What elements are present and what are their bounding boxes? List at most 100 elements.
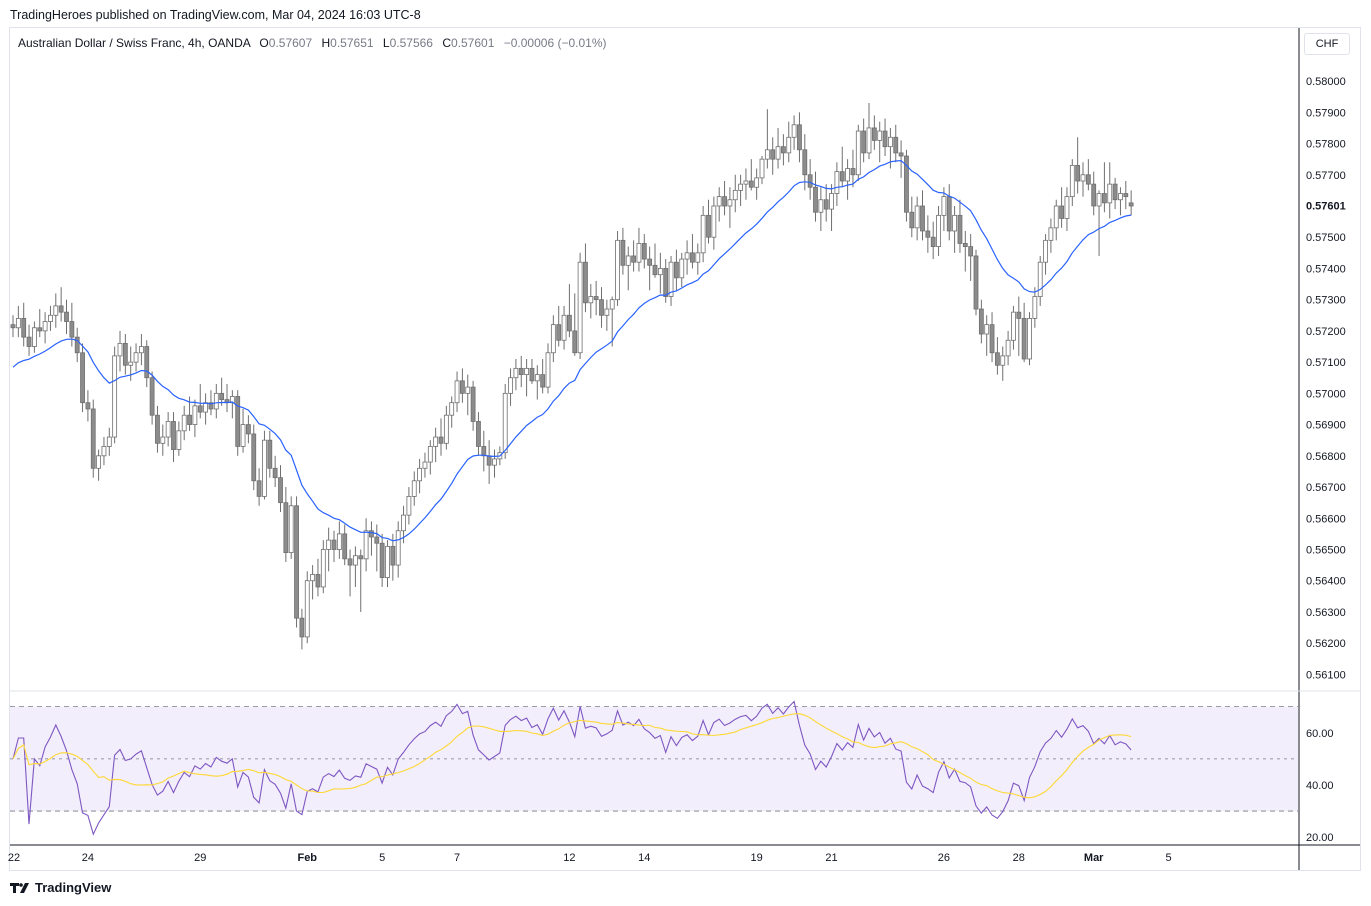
candle-down — [989, 324, 995, 354]
candle-down — [187, 414, 192, 425]
candle-down — [909, 211, 915, 229]
candle-up — [192, 405, 198, 425]
candle-up — [240, 424, 246, 447]
candle-up — [1069, 164, 1075, 198]
candle-up — [128, 361, 134, 366]
candle-up — [604, 308, 610, 316]
candle-up — [181, 414, 187, 432]
candle-down — [871, 127, 877, 141]
candle-down — [171, 421, 176, 450]
candle-up — [914, 205, 920, 229]
price-tick-label: 0.58000 — [1306, 76, 1346, 88]
candle-up — [866, 127, 872, 154]
candle-down — [256, 480, 262, 497]
candle-down — [1128, 202, 1134, 207]
candle-up — [684, 252, 690, 260]
candle-up — [786, 136, 792, 154]
candle-down — [197, 405, 203, 413]
candle-down — [797, 124, 802, 151]
candle-up — [1048, 227, 1054, 241]
candle-down — [470, 386, 476, 422]
candle-up — [700, 214, 706, 254]
candle-down — [122, 342, 128, 366]
time-tick-label: 24 — [82, 852, 94, 864]
candle-down — [235, 396, 241, 447]
candle-up — [502, 392, 508, 454]
candle-up — [524, 367, 529, 376]
candle-down — [283, 502, 289, 554]
candle-up — [855, 130, 861, 176]
candle-up — [1032, 296, 1038, 319]
candle-up — [304, 580, 310, 638]
currency-button[interactable]: CHF — [1304, 33, 1350, 55]
candle-up — [941, 196, 947, 216]
candle-up — [326, 539, 332, 550]
candle-up — [1118, 193, 1123, 201]
candle-down — [518, 367, 524, 376]
candle-up — [534, 374, 540, 382]
candle-up — [615, 239, 620, 301]
candle-up — [176, 430, 182, 450]
publisher-line: TradingHeroes published on TradingView.c… — [10, 8, 421, 22]
candle-up — [165, 421, 171, 438]
candle-down — [674, 261, 679, 279]
tradingview-brand[interactable]: TradingView — [10, 880, 111, 895]
candle-up — [561, 314, 567, 341]
candle-up — [1011, 311, 1016, 341]
candle-down — [946, 196, 952, 232]
candle-down — [272, 467, 278, 479]
candle-up — [1080, 174, 1086, 182]
candle-up — [117, 342, 123, 357]
candle-up — [679, 258, 685, 279]
price-tick-label: 0.57900 — [1306, 107, 1346, 119]
price-tick-label: 0.56700 — [1306, 482, 1346, 494]
candle-down — [476, 421, 481, 447]
candle-up — [759, 158, 765, 179]
candle-down — [962, 243, 968, 247]
candle-down — [599, 299, 604, 316]
candle-up — [743, 180, 749, 185]
candle-up — [106, 436, 112, 447]
time-tick-label: 7 — [454, 852, 460, 864]
candle-up — [32, 327, 37, 347]
low-value: 0.57566 — [389, 36, 433, 50]
time-tick-label: 29 — [194, 852, 206, 864]
candle-up — [427, 446, 433, 463]
candle-up — [513, 367, 519, 379]
rsi-ma-line — [12, 713, 1132, 799]
time-tick-label: 14 — [638, 852, 650, 864]
symbol-title[interactable]: Australian Dollar / Swiss Franc, 4h, OAN… — [18, 36, 251, 50]
candle-down — [802, 149, 808, 176]
candle-down — [85, 402, 91, 410]
candle-down — [920, 205, 925, 232]
candle-up — [352, 555, 358, 566]
candle-up — [936, 214, 941, 247]
candle-up — [888, 136, 893, 148]
candle-down — [567, 314, 572, 332]
candle-down — [647, 258, 653, 266]
candle-up — [727, 199, 733, 207]
candle-up — [133, 352, 139, 363]
candle-up — [310, 574, 316, 582]
candle-up — [636, 243, 642, 263]
candle-up — [213, 392, 219, 410]
candle-up — [1037, 261, 1043, 297]
candle-down — [904, 155, 909, 213]
candle-down — [1123, 193, 1129, 198]
price-tick-label: 0.57800 — [1306, 139, 1346, 151]
candle-down — [882, 130, 888, 148]
candle-down — [299, 617, 305, 638]
candle-down — [379, 542, 385, 578]
candle-up — [834, 171, 840, 194]
candle-down — [369, 530, 374, 538]
candle-down — [390, 545, 396, 566]
candle-up — [422, 461, 428, 469]
moving-average-line — [12, 159, 1132, 542]
candle-up — [764, 149, 770, 160]
candle-up — [1053, 205, 1059, 229]
time-tick-label: Feb — [297, 852, 317, 864]
candle-down — [278, 477, 283, 504]
candle-up — [791, 124, 797, 138]
candle-down — [781, 146, 786, 154]
